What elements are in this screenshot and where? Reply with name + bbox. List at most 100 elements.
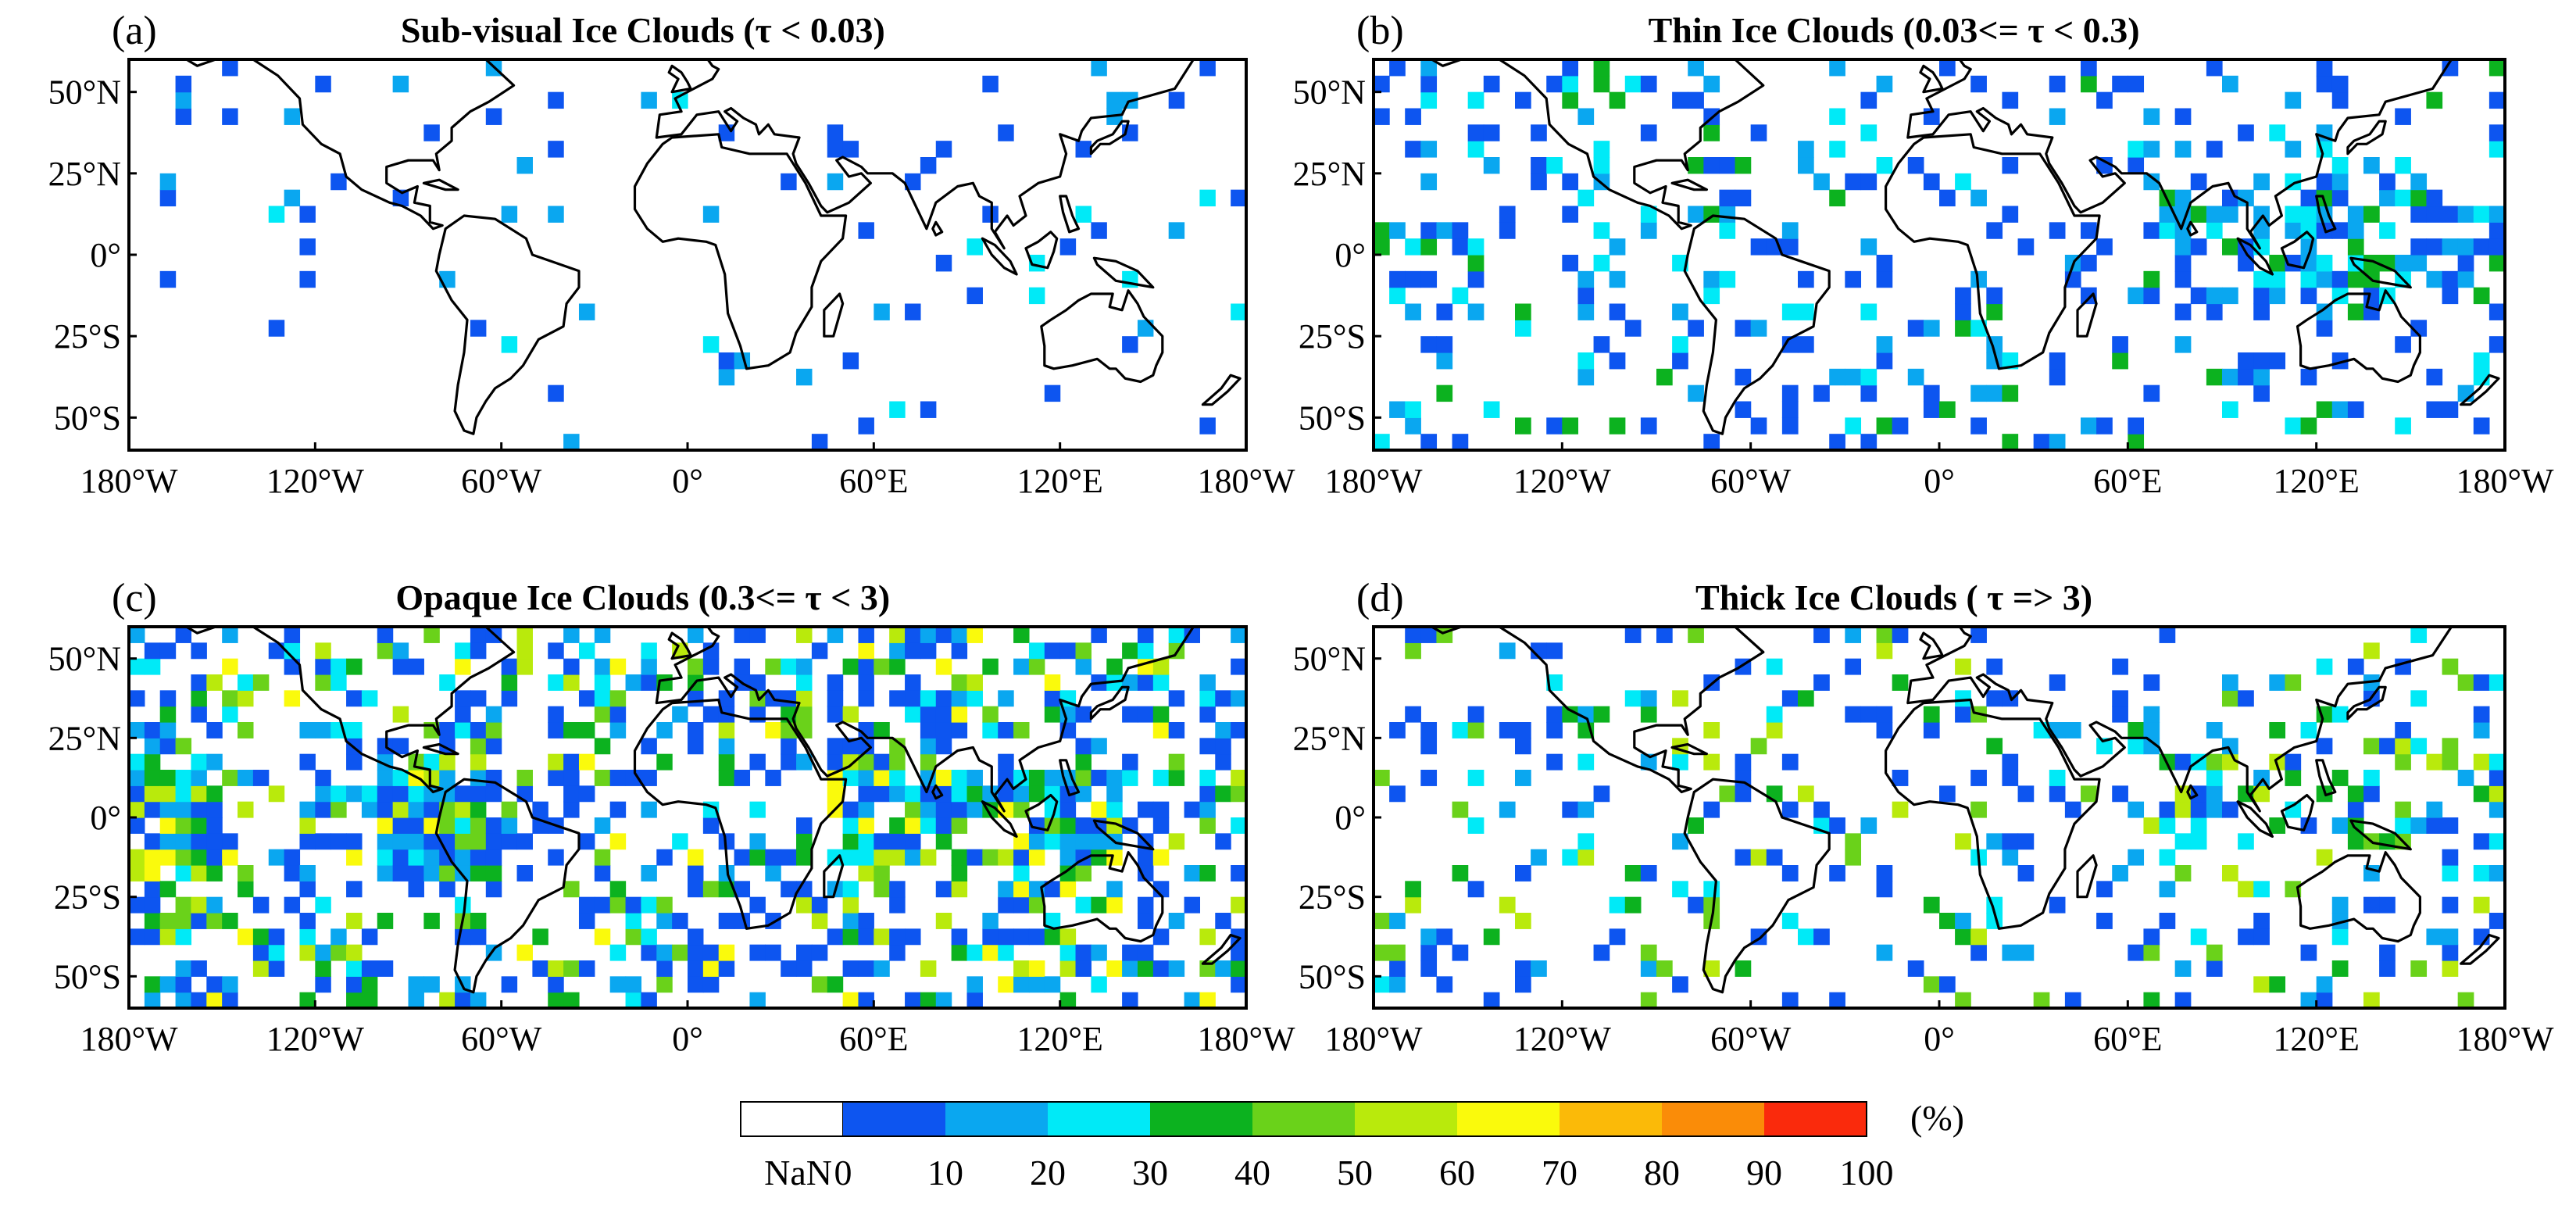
heatmap-cell — [2410, 690, 2428, 707]
heatmap-cell — [688, 627, 704, 643]
heatmap-cell — [1750, 124, 1767, 141]
heatmap-cell — [625, 928, 642, 946]
coastlines — [184, 59, 1242, 435]
heatmap-cell — [2222, 690, 2238, 707]
heatmap-cell — [2269, 722, 2286, 738]
heatmap-cell — [905, 928, 921, 946]
heatmap-cell — [1860, 124, 1878, 141]
heatmap-cell — [470, 320, 487, 337]
coastline-philippines — [1059, 759, 1081, 797]
heatmap-cell — [1876, 157, 1893, 174]
heatmap-cell — [485, 849, 502, 866]
heatmap-cell — [1860, 434, 1878, 450]
heatmap-cell — [2426, 817, 2443, 834]
heatmap-cell — [2159, 817, 2176, 834]
heatmap-cell — [159, 722, 177, 738]
heatmap-cell — [299, 722, 316, 738]
heatmap-cell — [159, 706, 177, 723]
heatmap-cell — [2081, 75, 2097, 93]
heatmap-cell — [2473, 785, 2490, 803]
heatmap-cell — [222, 690, 238, 707]
heatmap-cell — [1106, 91, 1123, 109]
heatmap-cell — [1499, 642, 1516, 660]
heatmap-cell — [268, 785, 285, 803]
x-tick-label: 180°W — [80, 462, 178, 500]
colorbar-tick-label: 0 — [834, 1153, 852, 1193]
heatmap-cell — [1750, 320, 1767, 337]
heatmap-cell — [672, 706, 688, 723]
heatmap-cell — [2174, 960, 2192, 977]
heatmap-cell — [1452, 287, 1469, 305]
heatmap-cell — [1215, 738, 1231, 755]
heatmap-cell — [578, 753, 595, 771]
heatmap-cell — [423, 627, 440, 643]
heatmap-cell — [796, 658, 813, 675]
heatmap-cell — [998, 690, 1014, 707]
heatmap-cell — [2143, 928, 2160, 946]
heatmap-cell — [1829, 59, 1845, 77]
colorbar-swatch — [1560, 1102, 1662, 1136]
heatmap-cell — [175, 992, 192, 1008]
heatmap-cell — [2206, 770, 2223, 786]
heatmap-cell — [2017, 833, 2035, 850]
heatmap-cell — [1405, 627, 1421, 643]
heatmap-cell — [982, 722, 999, 738]
y-tick-label: 0° — [90, 236, 121, 274]
heatmap-cell — [206, 896, 223, 914]
heatmap-cell — [2331, 189, 2349, 207]
heatmap-cell — [2442, 865, 2459, 881]
heatmap-cell — [1609, 238, 1626, 256]
heatmap-cell — [191, 833, 207, 850]
heatmap-cell — [827, 173, 844, 191]
y-tick-label: 25°N — [48, 719, 121, 757]
heatmap-cell — [268, 928, 285, 946]
heatmap-cell — [1562, 91, 1579, 109]
heatmap-cell — [1577, 352, 1595, 370]
heatmap-cell — [1374, 75, 1390, 93]
heatmap-cell — [609, 770, 627, 786]
x-tick-label: 60°E — [839, 1020, 908, 1058]
heatmap-cell — [1199, 865, 1216, 881]
y-tick-label: 25°N — [1293, 155, 1366, 193]
heatmap-cell — [1719, 270, 1736, 288]
heatmap-cell — [594, 738, 611, 755]
heatmap-cell — [702, 881, 720, 898]
heatmap-cell — [2174, 865, 2192, 881]
x-tick-label: 180°W — [80, 1020, 178, 1058]
heatmap-cell — [1986, 658, 2003, 675]
heatmap-cell — [129, 658, 145, 675]
heatmap-cell — [1562, 173, 1579, 191]
heatmap-cell — [1845, 270, 1862, 288]
heatmap-cell — [2174, 303, 2192, 320]
coastline-australia — [1040, 289, 1164, 384]
heatmap-cell — [1656, 960, 1673, 977]
heatmap-cell — [408, 865, 424, 881]
heatmap-cell — [532, 801, 548, 818]
heatmap-cell — [889, 785, 906, 803]
heatmap-cell — [1672, 753, 1688, 771]
heatmap-cell — [765, 658, 781, 675]
heatmap-cell — [702, 817, 720, 834]
heatmap-cell — [1389, 960, 1406, 977]
heatmap-cell — [439, 992, 456, 1008]
heatmap-cell — [1059, 960, 1077, 977]
heatmap-cell — [1168, 91, 1185, 109]
heatmap-cell — [516, 944, 533, 961]
heatmap-cell — [1420, 770, 1438, 786]
heatmap-cell — [191, 674, 207, 691]
heatmap-cell — [1420, 738, 1438, 755]
heatmap-cell — [827, 706, 844, 723]
heatmap-cell — [2002, 157, 2019, 174]
heatmap-cell — [2331, 401, 2349, 418]
heatmap-cell — [1075, 706, 1091, 723]
heatmap-cell — [408, 833, 424, 850]
heatmap-cell — [2316, 320, 2333, 337]
heatmap-cell — [2410, 627, 2428, 643]
heatmap-cell — [811, 976, 828, 993]
coastline-newGuinea — [2349, 256, 2412, 289]
heatmap-cell — [1640, 992, 1657, 1008]
heatmap-cell — [2206, 722, 2223, 738]
heatmap-cell — [191, 642, 207, 660]
heatmap-cell — [144, 770, 161, 786]
heatmap-cell — [346, 992, 363, 1008]
